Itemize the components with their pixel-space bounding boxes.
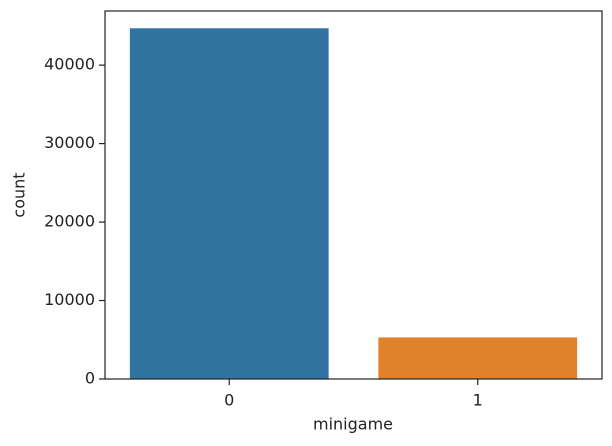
y-tick-label: 20000 — [44, 212, 95, 231]
plot-frame — [104, 10, 603, 380]
x-axis-label: minigame — [313, 415, 393, 434]
y-axis-label: count — [10, 172, 29, 217]
bar — [378, 337, 578, 379]
x-tick-label: 0 — [224, 391, 234, 410]
y-tick-label: 10000 — [44, 290, 95, 309]
x-tick-label: 1 — [473, 391, 483, 410]
y-tick-label: 0 — [85, 369, 95, 388]
y-tick-label: 40000 — [44, 55, 95, 74]
bar — [129, 28, 329, 379]
y-tick-label: 30000 — [44, 133, 95, 152]
